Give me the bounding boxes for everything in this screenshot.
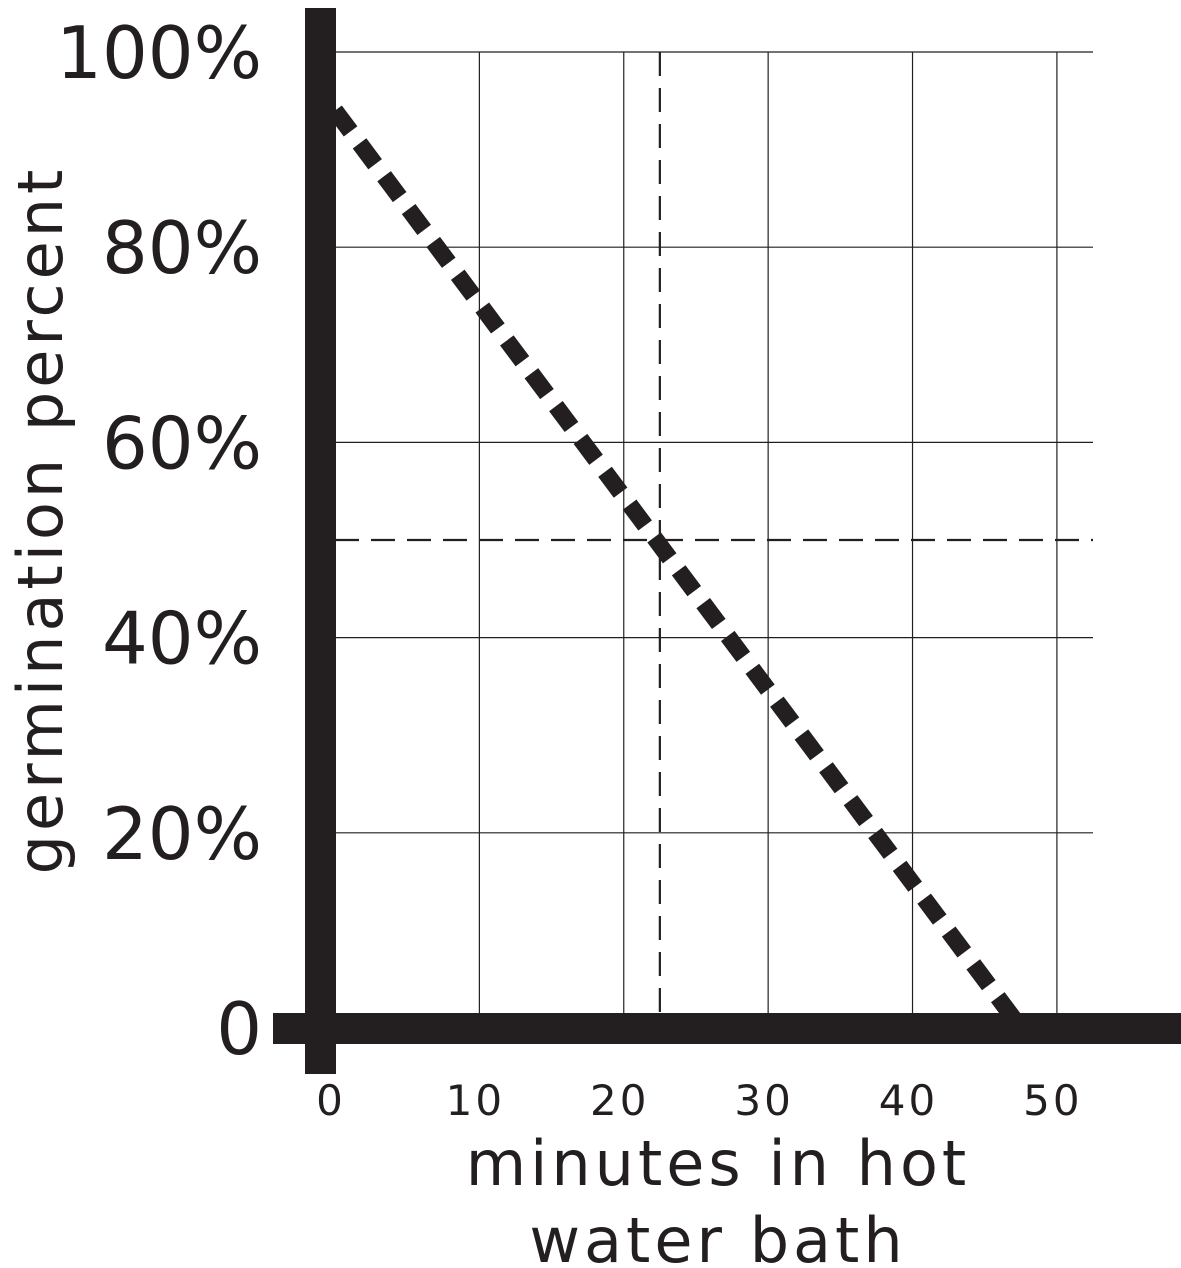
- x-axis-line: [273, 1013, 1181, 1044]
- series: [328, 105, 1028, 1034]
- reference-lines: [335, 52, 1093, 1028]
- y-tick-label: 20%: [102, 792, 262, 876]
- x-tick-label: 30: [734, 1076, 793, 1125]
- y-axis-line: [305, 8, 336, 1074]
- y-tick-label: 100%: [56, 11, 262, 95]
- y-tick-labels: 0 20% 40% 60% 80% 100%: [56, 11, 262, 1071]
- y-tick-label: 0: [216, 987, 262, 1071]
- x-tick-label: 10: [446, 1076, 505, 1125]
- x-tick-label: 50: [1023, 1076, 1082, 1125]
- x-axis-label-line-1: minutes in hot: [466, 1127, 970, 1200]
- axes: [273, 8, 1181, 1074]
- series-line-0: [328, 105, 1028, 1034]
- y-tick-label: 40%: [102, 597, 262, 681]
- x-tick-label: 20: [590, 1076, 649, 1125]
- x-tick-label: 0: [316, 1076, 346, 1125]
- x-tick-label: 40: [879, 1076, 938, 1125]
- y-tick-label: 80%: [102, 206, 262, 290]
- y-tick-label: 60%: [102, 401, 262, 485]
- x-tick-labels: 0 10 20 30 40 50: [316, 1076, 1082, 1125]
- y-axis-label: germination percent: [4, 166, 77, 875]
- x-axis-label-line-2: water bath: [529, 1204, 906, 1268]
